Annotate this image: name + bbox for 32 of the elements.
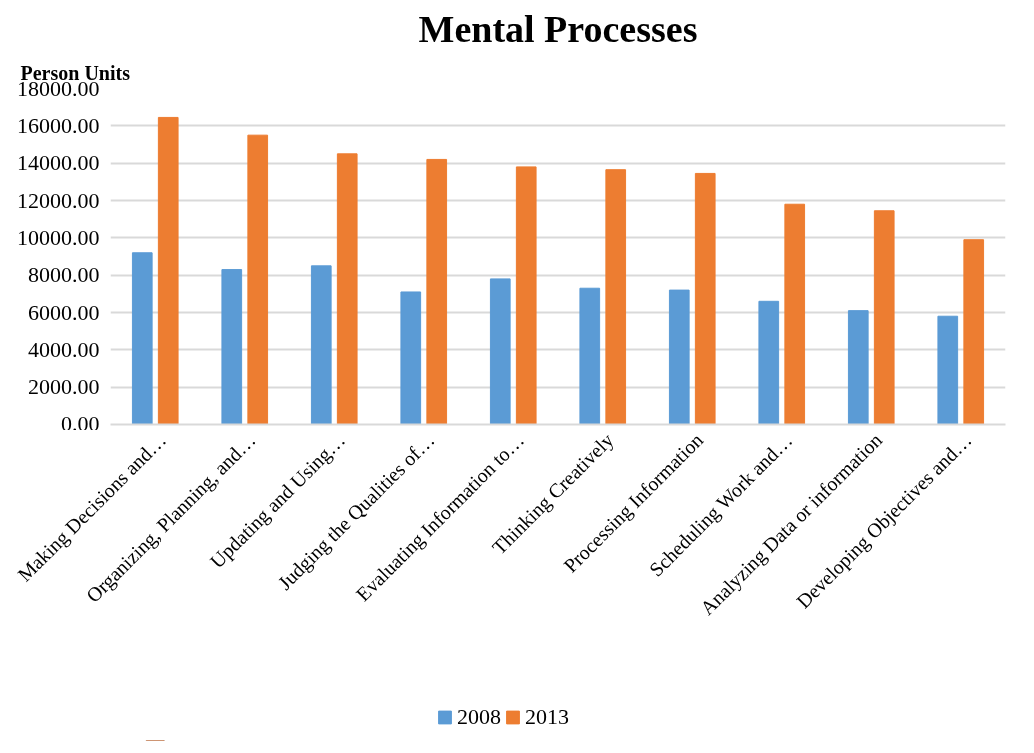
bar [668,289,690,425]
bar [605,169,627,425]
bar [963,239,985,425]
y-tick-label: 8000.00 [28,262,100,288]
bar [247,134,269,425]
y-tick-label: 16000.00 [17,112,100,138]
y-tick-label: 12000.00 [17,187,100,213]
y-tick-label: 10000.00 [17,224,100,250]
bar [784,203,806,425]
bar [847,310,869,425]
legend-label: 2013 [525,704,569,730]
chart-title: Mental Processes [418,7,698,50]
bar [873,210,895,425]
legend-label: 2008 [457,704,501,730]
bar [310,265,332,425]
y-tick-label: 2000.00 [28,374,100,400]
bar [937,315,959,425]
bar [694,172,716,425]
bar [489,278,511,425]
bar [579,287,601,425]
bar [336,153,358,425]
bar [515,166,537,425]
bar [758,300,780,425]
bar [400,291,422,425]
y-tick-label: 6000.00 [28,299,100,325]
bar [221,269,243,425]
bar [131,252,153,425]
bar [426,158,448,425]
y-tick-label: 4000.00 [28,336,100,362]
y-tick-label: 14000.00 [17,150,100,176]
bar [157,116,179,425]
y-tick-label: 0.00 [61,410,100,436]
